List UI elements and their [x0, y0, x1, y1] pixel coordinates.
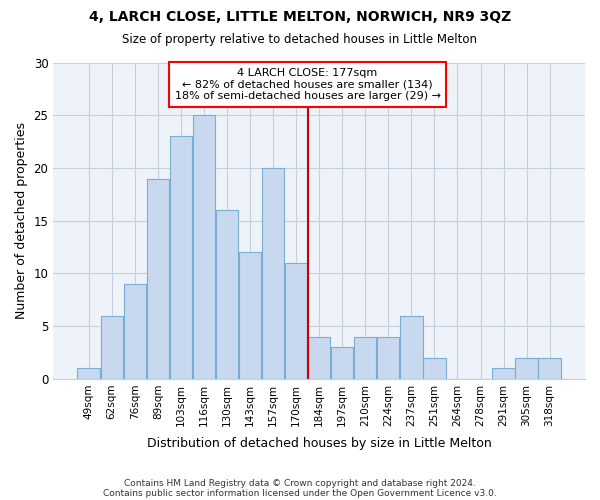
Bar: [193, 115, 215, 379]
Bar: [354, 336, 376, 379]
Bar: [377, 336, 400, 379]
Bar: [538, 358, 561, 379]
Bar: [101, 316, 123, 379]
Bar: [331, 348, 353, 379]
Bar: [146, 178, 169, 379]
Bar: [493, 368, 515, 379]
Bar: [308, 336, 331, 379]
Bar: [216, 210, 238, 379]
Bar: [170, 136, 192, 379]
Y-axis label: Number of detached properties: Number of detached properties: [15, 122, 28, 319]
Bar: [423, 358, 446, 379]
Text: Contains HM Land Registry data © Crown copyright and database right 2024.: Contains HM Land Registry data © Crown c…: [124, 478, 476, 488]
X-axis label: Distribution of detached houses by size in Little Melton: Distribution of detached houses by size …: [147, 437, 491, 450]
Text: Contains public sector information licensed under the Open Government Licence v3: Contains public sector information licen…: [103, 488, 497, 498]
Bar: [262, 168, 284, 379]
Text: Size of property relative to detached houses in Little Melton: Size of property relative to detached ho…: [122, 32, 478, 46]
Bar: [515, 358, 538, 379]
Bar: [239, 252, 261, 379]
Bar: [400, 316, 422, 379]
Text: 4 LARCH CLOSE: 177sqm
← 82% of detached houses are smaller (134)
18% of semi-det: 4 LARCH CLOSE: 177sqm ← 82% of detached …: [175, 68, 440, 101]
Bar: [285, 263, 307, 379]
Text: 4, LARCH CLOSE, LITTLE MELTON, NORWICH, NR9 3QZ: 4, LARCH CLOSE, LITTLE MELTON, NORWICH, …: [89, 10, 511, 24]
Bar: [77, 368, 100, 379]
Bar: [124, 284, 146, 379]
